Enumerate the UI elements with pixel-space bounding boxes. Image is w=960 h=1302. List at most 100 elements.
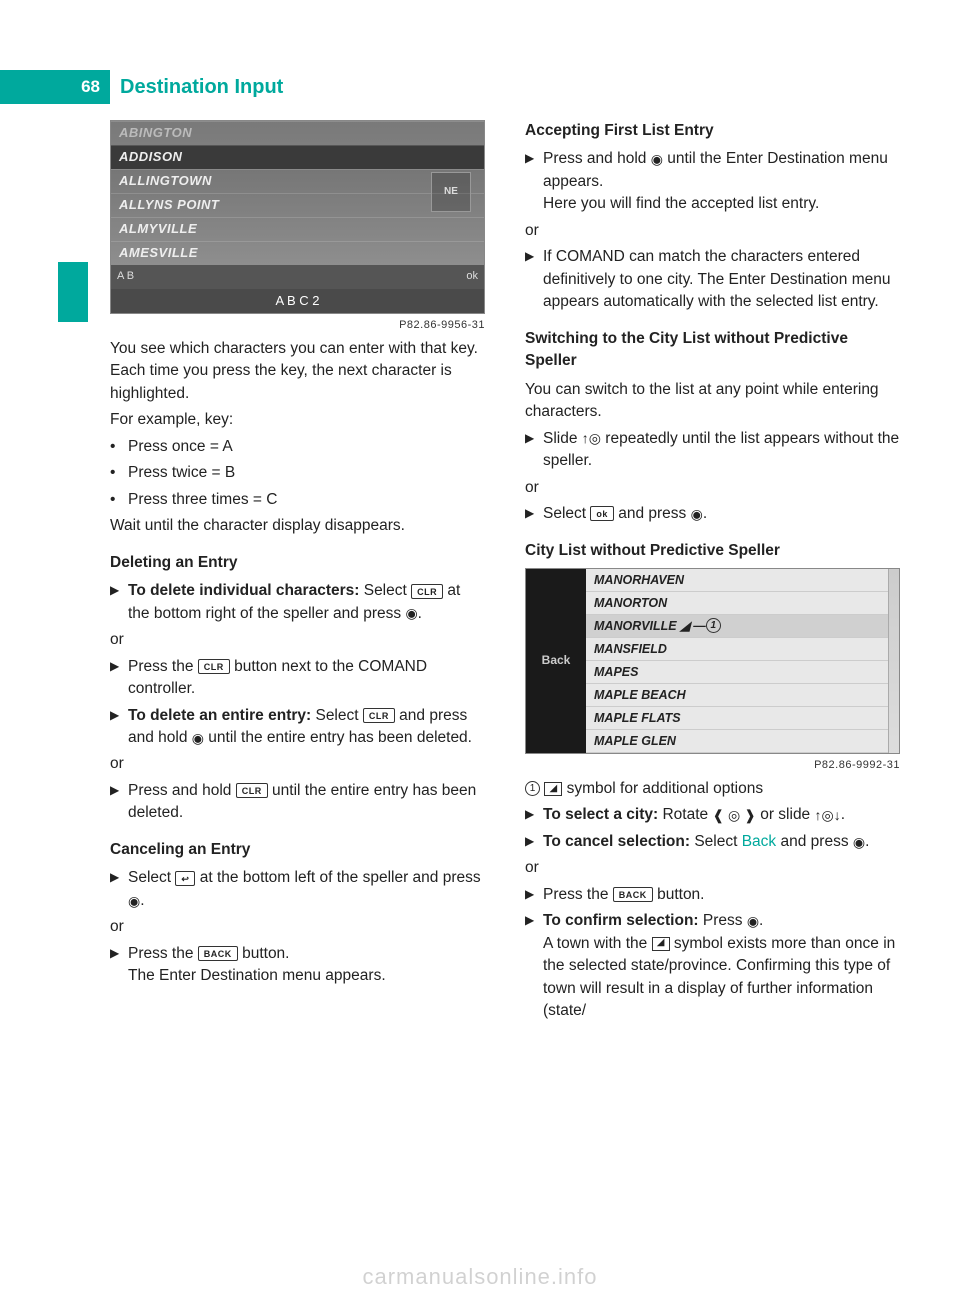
press-back-2: ▶ Press the BACK button. — [525, 884, 900, 906]
ss1-row: ADDISON — [111, 145, 484, 169]
slide-vert-icon: ↑◎↓ — [815, 805, 841, 825]
t: Select — [543, 505, 590, 522]
ss2-row: MANORTON — [586, 592, 899, 615]
cancel-sel-lead: To cancel selection: — [543, 833, 690, 850]
delete-ind-lead: To delete individual characters: — [128, 582, 359, 599]
t: MANORVILLE — [594, 617, 677, 635]
t: button. — [238, 945, 290, 962]
select-ok: ▶ Select ok and press ◉. — [525, 503, 900, 525]
comand-match: ▶ If COMAND can match the characters ent… — [525, 246, 900, 313]
delete-entire: ▶ To delete an entire entry: Select CLR … — [110, 705, 485, 750]
ss1-alpha-row: A B ok — [111, 265, 484, 289]
ss1-row: ALMYVILLE — [111, 217, 484, 241]
t: Slide — [543, 430, 582, 447]
t: Press the — [128, 945, 198, 962]
cancel-select: ▶ Select ↩ at the bottom left of the spe… — [110, 867, 485, 912]
page-number: 68 — [0, 70, 110, 104]
or: or — [110, 629, 485, 651]
t: at the bottom left of the speller and pr… — [195, 869, 480, 886]
t: Rotate — [658, 806, 712, 823]
press-icon: ◉ — [192, 728, 204, 748]
wait-line: Wait until the character display disappe… — [110, 515, 485, 537]
ss1-row: AMESVILLE — [111, 241, 484, 265]
t: symbol for additional options — [562, 780, 763, 797]
rotate-icon: ❰ ◎ ❱ — [712, 805, 755, 825]
citylist-head: City List without Predictive Speller — [525, 540, 900, 562]
press-icon: ◉ — [747, 911, 759, 931]
confirm-selection: ▶ To confirm selection: Press ◉. A town … — [525, 910, 900, 1022]
confirm-lead: To confirm selection: — [543, 912, 699, 929]
accept-press-hold: ▶ Press and hold ◉ until the Enter Desti… — [525, 148, 900, 215]
left-column: ABINGTON ADDISON ALLINGTOWN ALLYNS POINT… — [110, 120, 485, 1027]
ss1-row: ABINGTON — [111, 121, 484, 145]
press-icon: ◉ — [405, 603, 417, 623]
ss2-row: MAPLE FLATS — [586, 707, 899, 730]
content-columns: ABINGTON ADDISON ALLINGTOWN ALLYNS POINT… — [110, 120, 900, 1027]
t: and press — [776, 833, 853, 850]
ss1-alpha-left: A B — [117, 269, 134, 285]
ss2-code: P82.86-9992-31 — [525, 758, 900, 774]
cancel-selection: ▶ To cancel selection: Select Back and p… — [525, 831, 900, 853]
ss1-row: ALLINGTOWN — [111, 169, 484, 193]
ss1-code: P82.86-9956-31 — [110, 318, 485, 334]
legend-line: 1 ◢ symbol for additional options — [525, 778, 900, 800]
return-key: ↩ — [175, 871, 195, 886]
press-back: ▶ Press the BACK button. The Enter Desti… — [110, 943, 485, 988]
header-bar: 68 Destination Input — [0, 70, 960, 104]
back-link: Back — [742, 833, 776, 850]
press-icon: ◉ — [651, 149, 663, 169]
t: button. — [653, 886, 705, 903]
t: Select — [359, 582, 411, 599]
section-title: Destination Input — [120, 76, 283, 99]
t: Select — [311, 707, 363, 724]
t: Press and hold — [543, 150, 651, 167]
or: or — [525, 220, 900, 242]
t: Press — [699, 912, 747, 929]
clr-key: CLR — [198, 659, 230, 674]
legend-num: 1 — [525, 781, 540, 796]
t: If COMAND can match the characters enter… — [543, 246, 900, 313]
ss2-row: MAPES — [586, 661, 899, 684]
or: or — [525, 477, 900, 499]
clr-key: CLR — [411, 584, 443, 599]
ss2-row-selected: MANORVILLE ◢ —1 — [586, 615, 899, 638]
back-key: BACK — [613, 887, 653, 902]
clr-key: CLR — [236, 783, 268, 798]
flag-icon: ◢ — [680, 617, 690, 635]
screenshot-2: Back MANORHAVEN MANORTON MANORVILLE ◢ —1… — [525, 568, 900, 774]
watermark: carmanualsonline.info — [0, 1264, 960, 1290]
slide-repeat: ▶ Slide ↑◎ repeatedly until the list app… — [525, 428, 900, 473]
right-column: Accepting First List Entry ▶ Press and h… — [525, 120, 900, 1027]
screenshot-1: ABINGTON ADDISON ALLINGTOWN ALLYNS POINT… — [110, 120, 485, 334]
page: 68 Destination Input Navigation ABINGTON… — [0, 0, 960, 1302]
press-icon: ◉ — [128, 891, 140, 911]
press-three: •Press three times = C — [110, 489, 485, 511]
side-tab-highlight — [58, 262, 88, 322]
t: Select — [128, 869, 175, 886]
ss2-row: MAPLE BEACH — [586, 684, 899, 707]
ss2-back-label: Back — [526, 569, 586, 753]
intro-2: For example, key: — [110, 409, 485, 431]
ss2-row: MAPLE GLEN — [586, 730, 899, 753]
back-key: BACK — [198, 946, 238, 961]
t: Select — [690, 833, 742, 850]
t: Press the — [128, 658, 198, 675]
t: A town with the — [543, 935, 652, 952]
or: or — [110, 916, 485, 938]
accept-head: Accepting First List Entry — [525, 120, 900, 142]
switch-head: Switching to the City List without Predi… — [525, 328, 900, 373]
t: Press the — [543, 886, 613, 903]
clr-key: CLR — [363, 708, 395, 723]
or: or — [110, 753, 485, 775]
press-icon: ◉ — [691, 504, 703, 524]
intro-1: You see which characters you can enter w… — [110, 338, 485, 405]
press-twice: •Press twice = B — [110, 462, 485, 484]
t: and press — [614, 505, 691, 522]
deleting-head: Deleting an Entry — [110, 552, 485, 574]
press-clr: ▶ Press the CLR button next to the COMAN… — [110, 656, 485, 701]
t: Here you will find the accepted list ent… — [543, 195, 819, 212]
switch-body: You can switch to the list at any point … — [525, 379, 900, 424]
ss2-row: MANORHAVEN — [586, 569, 899, 592]
ss2-row: MANSFIELD — [586, 638, 899, 661]
select-city-lead: To select a city: — [543, 806, 658, 823]
